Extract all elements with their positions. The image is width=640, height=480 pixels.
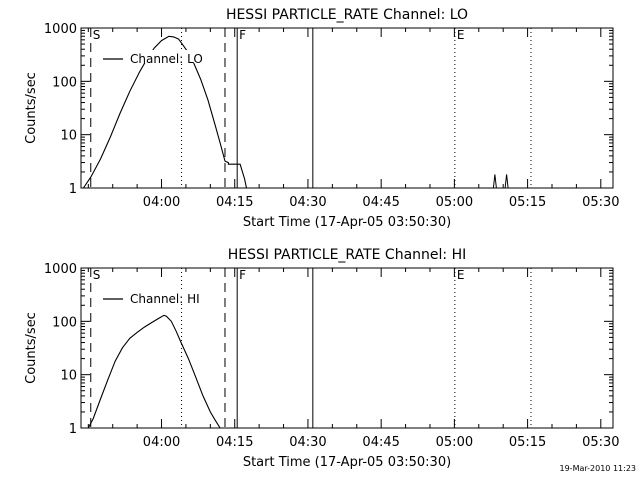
panel-2-plot-frame	[80, 267, 614, 429]
footer-timestamp: 19-Mar-2010 11:23	[559, 464, 637, 473]
panel-1-y-tick-label: 100	[52, 75, 77, 90]
panel-2-marker-label: E	[457, 268, 465, 282]
panel-1-x-axis-label: Start Time (17-Apr-05 03:50:30)	[243, 215, 451, 230]
panel-1-x-tick-label: 04:45	[362, 195, 399, 210]
panel-2-x-tick-label: 05:30	[582, 435, 619, 450]
panel-2-y-axis-label: Counts/sec	[24, 312, 39, 384]
panel-1-marker-label: E	[457, 28, 465, 42]
panel-1-legend-label: Channel: LO	[130, 52, 203, 66]
panel-1-marker-label: S	[93, 28, 101, 42]
panel-1-x-tick-label: 04:00	[143, 195, 180, 210]
panel-1-legend-background	[128, 50, 198, 63]
panel-2-y-tick-label: 1000	[44, 262, 77, 277]
panel-2-y-tick-label: 1	[69, 422, 77, 437]
panel-1-x-tick-label: 05:00	[436, 195, 473, 210]
panel-1-x-tick-label: 04:15	[216, 195, 253, 210]
panel-2-x-axis-label: Start Time (17-Apr-05 03:50:30)	[243, 455, 451, 470]
panel-2-x-tick-label: 05:00	[436, 435, 473, 450]
panel-1-x-tick-label: 04:30	[289, 195, 326, 210]
panel-2-marker-label: S	[93, 268, 101, 282]
panel-1-x-tick-label: 05:15	[509, 195, 546, 210]
panel-1-x-tick-label: 05:30	[582, 195, 619, 210]
panel-2-x-tick-label: 04:00	[143, 435, 180, 450]
panel-2-series-line-channel-hi	[87, 314, 221, 429]
panel-2-chart-title: HESSI PARTICLE_RATE Channel: HI	[228, 247, 466, 263]
panel-2-y-tick-label: 10	[60, 369, 77, 384]
panel-1-data-spike	[504, 174, 509, 189]
panel-2-x-tick-label: 04:30	[289, 435, 326, 450]
panel-2-legend-background	[128, 290, 198, 303]
panel-2-x-tick-label: 04:45	[362, 435, 399, 450]
panel-1-y-tick-label: 1	[69, 182, 77, 197]
panel-2-legend-label: Channel: HI	[130, 292, 200, 306]
panel-1-chart-title: HESSI PARTICLE_RATE Channel: LO	[226, 7, 468, 23]
panel-1-y-tick-label: 10	[60, 129, 77, 144]
panel-1-y-tick-label: 1000	[44, 22, 77, 37]
panel-2-marker-label: F	[239, 268, 246, 282]
panel-2-x-tick-label: 04:15	[216, 435, 253, 450]
panel-1-plot-frame	[80, 27, 614, 189]
panel-1-marker-label: F	[239, 28, 246, 42]
panel-2-y-tick-label: 100	[52, 315, 77, 330]
panel-1-series-line-channel-lo	[82, 35, 248, 189]
panel-2-x-tick-label: 05:15	[509, 435, 546, 450]
panel-1-y-axis-label: Counts/sec	[24, 72, 39, 144]
panel-1-data-spike	[492, 174, 497, 189]
